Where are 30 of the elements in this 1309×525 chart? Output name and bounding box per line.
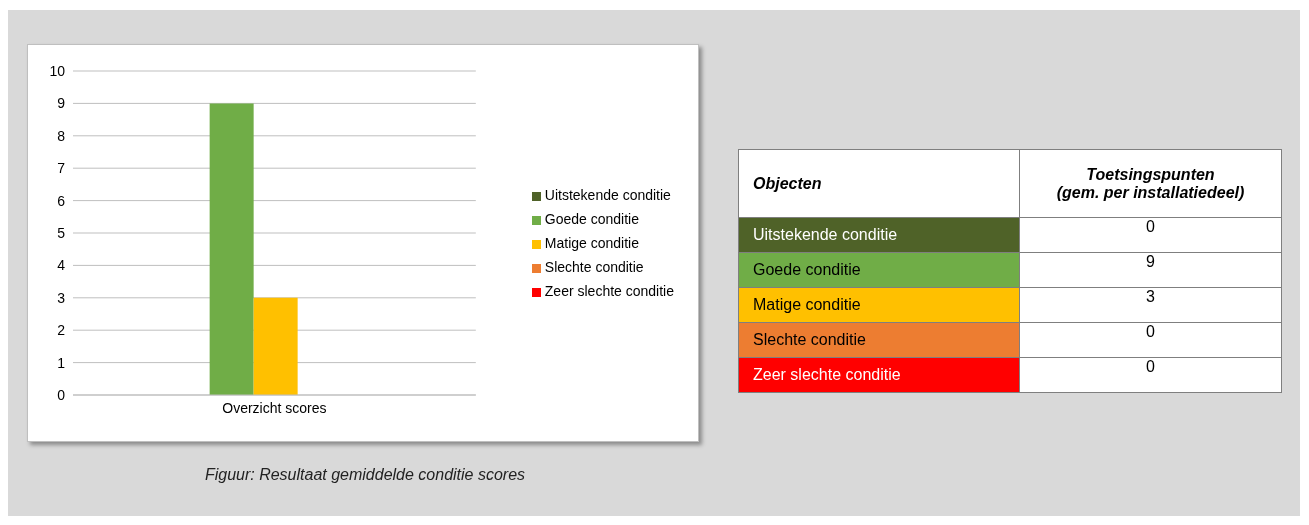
category-label: Matige conditie [738,287,1020,323]
data-label: 0 [1019,357,1282,393]
y-tick-label: 0 [57,386,66,403]
category-label: Slechte conditie [738,322,1020,358]
data-label: 3 [1019,287,1282,323]
y-tick-label: 5 [57,224,66,241]
category-label: Goede conditie [738,252,1020,288]
y-tick-label: 8 [57,127,66,144]
legend-label: Goede conditie [544,211,639,227]
y-tick-label: 4 [57,257,66,274]
data-label: 0 [1019,322,1282,358]
y-tick-label: 10 [49,62,66,79]
data-label: 0 [1019,217,1282,253]
y-tick-label: 1 [57,354,66,371]
legend-label: Matige conditie [544,235,639,251]
category-label: Uitstekende conditie [738,217,1020,253]
text: Toetsingspunten (gem. per installatiedeel) [1019,149,1282,218]
y-tick-label: 2 [57,322,66,339]
y-tick-label: 9 [57,95,66,112]
x-tick-label: Overzicht scores [222,399,327,416]
y-tick-label: 6 [57,192,66,209]
data-label: 9 [1019,252,1282,288]
legend-label: Uitstekende conditie [544,187,671,203]
category-label: Zeer slechte conditie [738,357,1020,393]
y-tick-label: 7 [57,160,66,177]
y-tick-label: 3 [57,289,66,306]
text: Objecten [738,149,1020,218]
legend-label: Zeer slechte conditie [544,283,674,299]
legend-label: Slechte conditie [544,259,644,275]
text: Figuur: Resultaat gemiddelde conditie scores [203,466,527,484]
